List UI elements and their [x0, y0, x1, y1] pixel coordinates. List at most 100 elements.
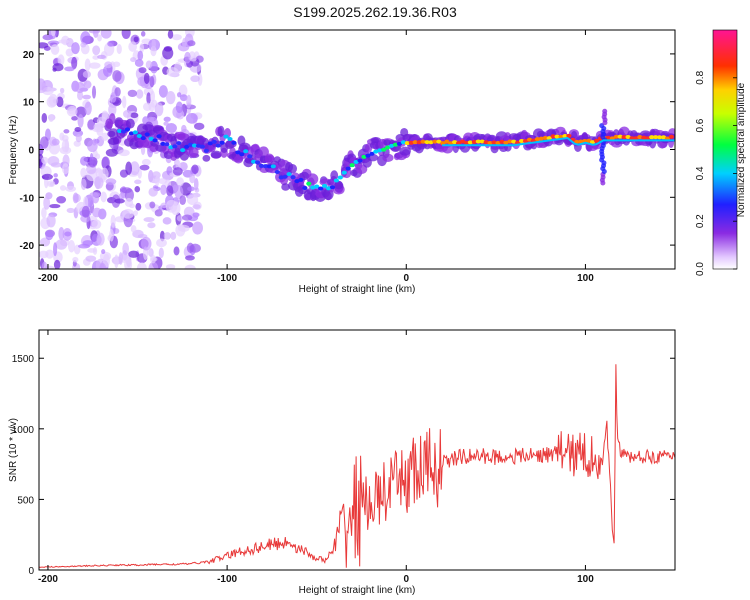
heatmap-cell	[114, 87, 121, 97]
heatmap-cell	[58, 227, 65, 241]
heatmap-cell	[383, 139, 391, 146]
heatmap-cell	[184, 264, 196, 269]
spectrogram-y-tick-label: -20	[20, 241, 35, 252]
colorbar-ticks: 0.0 0.2 0.4 0.6 0.8	[695, 70, 737, 276]
heatmap-cell	[286, 172, 292, 177]
heatmap-cell	[49, 204, 61, 209]
heatmap-cell	[165, 199, 178, 213]
heatmap-cell	[114, 198, 125, 204]
heatmap-cell	[71, 56, 78, 70]
colorbar-gradient	[712, 29, 738, 270]
heatmap-cell	[59, 185, 67, 191]
heatmap-cell	[298, 177, 304, 182]
heatmap-cell	[475, 139, 481, 144]
heatmap-cell	[88, 159, 98, 168]
heatmap-cell	[193, 177, 199, 191]
heatmap-cell	[586, 138, 592, 143]
heatmap-cell	[56, 96, 64, 108]
heatmap-cell	[72, 256, 79, 263]
heatmap-cell	[78, 243, 90, 249]
heatmap-cell	[174, 185, 184, 200]
heatmap-cell	[186, 194, 199, 206]
heatmap-cell	[281, 183, 290, 191]
heatmap-cell	[185, 255, 195, 261]
heatmap-cell	[287, 164, 298, 174]
heatmap-cell	[154, 102, 164, 117]
heatmap-cell	[325, 186, 332, 191]
heatmap-cell	[167, 30, 174, 39]
heatmap-cell	[91, 192, 100, 204]
heatmap-cell	[306, 181, 312, 186]
heatmap-cell	[166, 185, 174, 197]
heatmap-cell	[83, 80, 92, 89]
heatmap-cell	[341, 170, 347, 175]
heatmap-cell	[147, 222, 156, 229]
heatmap-cell	[108, 103, 117, 117]
heatmap-cell	[503, 140, 509, 145]
heatmap-cell	[82, 70, 91, 78]
heatmap-cell	[190, 75, 200, 83]
heatmap-cell	[67, 240, 76, 253]
heatmap-cell	[59, 87, 65, 94]
snr-x-label: Height of straight line (km)	[299, 585, 416, 596]
heatmap-cell	[177, 224, 190, 232]
heatmap-cell	[61, 163, 70, 175]
heatmap-cell	[483, 140, 489, 145]
heatmap-cell	[84, 101, 92, 116]
heatmap-cell	[53, 242, 58, 257]
heatmap-cell	[163, 232, 172, 240]
heatmap-cell	[355, 164, 368, 175]
heatmap-cell	[148, 261, 159, 269]
heatmap-cell	[463, 140, 470, 145]
heatmap-cell	[128, 131, 135, 136]
heatmap-cell	[361, 154, 367, 159]
heatmap-cell	[660, 135, 667, 140]
heatmap-cell	[41, 207, 47, 219]
spectrogram-y-tick-label: -10	[20, 193, 35, 204]
heatmap-cell	[129, 161, 140, 176]
heatmap-cell	[182, 214, 193, 221]
heatmap-cell	[80, 42, 87, 48]
heatmap-cell	[211, 139, 217, 144]
heatmap-cell	[61, 134, 69, 142]
heatmap-cell	[125, 161, 133, 175]
heatmap-cell	[148, 136, 154, 141]
spectrogram-x-tick-label: -100	[217, 273, 237, 284]
heatmap-cell	[172, 144, 178, 149]
heatmap-cell	[101, 132, 109, 141]
heatmap-cell	[45, 230, 54, 241]
heatmap-cell	[146, 92, 151, 105]
heatmap-cell	[373, 149, 379, 154]
heatmap-cell	[459, 139, 466, 144]
heatmap-cell	[107, 130, 116, 138]
heatmap-cell	[522, 139, 529, 144]
heatmap-cell	[349, 163, 355, 168]
heatmap-cell	[81, 205, 90, 218]
heatmap-cell	[151, 257, 158, 262]
heatmap-cell	[130, 225, 137, 233]
heatmap-cell	[452, 140, 458, 145]
heatmap-cell	[87, 139, 98, 153]
heatmap-cell	[625, 134, 631, 139]
heatmap-cell	[156, 238, 167, 248]
heatmap-cell	[243, 149, 249, 154]
heatmap-cell	[191, 143, 198, 148]
heatmap-cell	[83, 196, 89, 210]
heatmap-cell	[314, 184, 320, 189]
heatmap-cell	[128, 250, 140, 258]
heatmap-cell	[223, 134, 229, 139]
heatmap-cell	[432, 139, 438, 144]
heatmap-cell	[97, 34, 102, 42]
heatmap-cell	[41, 112, 48, 123]
heatmap-cell	[145, 60, 153, 69]
heatmap-cell	[41, 156, 49, 165]
heatmap-cell	[192, 221, 203, 235]
heatmap-cell	[519, 138, 525, 143]
snr-x-tick-label: 0	[403, 574, 409, 585]
colorbar-label: Normalized spectral amplitude	[736, 82, 747, 217]
heatmap-cell	[538, 136, 544, 141]
heatmap-cell	[251, 159, 257, 164]
heatmap-cell	[210, 150, 222, 159]
heatmap-cell	[96, 127, 104, 137]
heatmap-cell	[197, 73, 203, 86]
